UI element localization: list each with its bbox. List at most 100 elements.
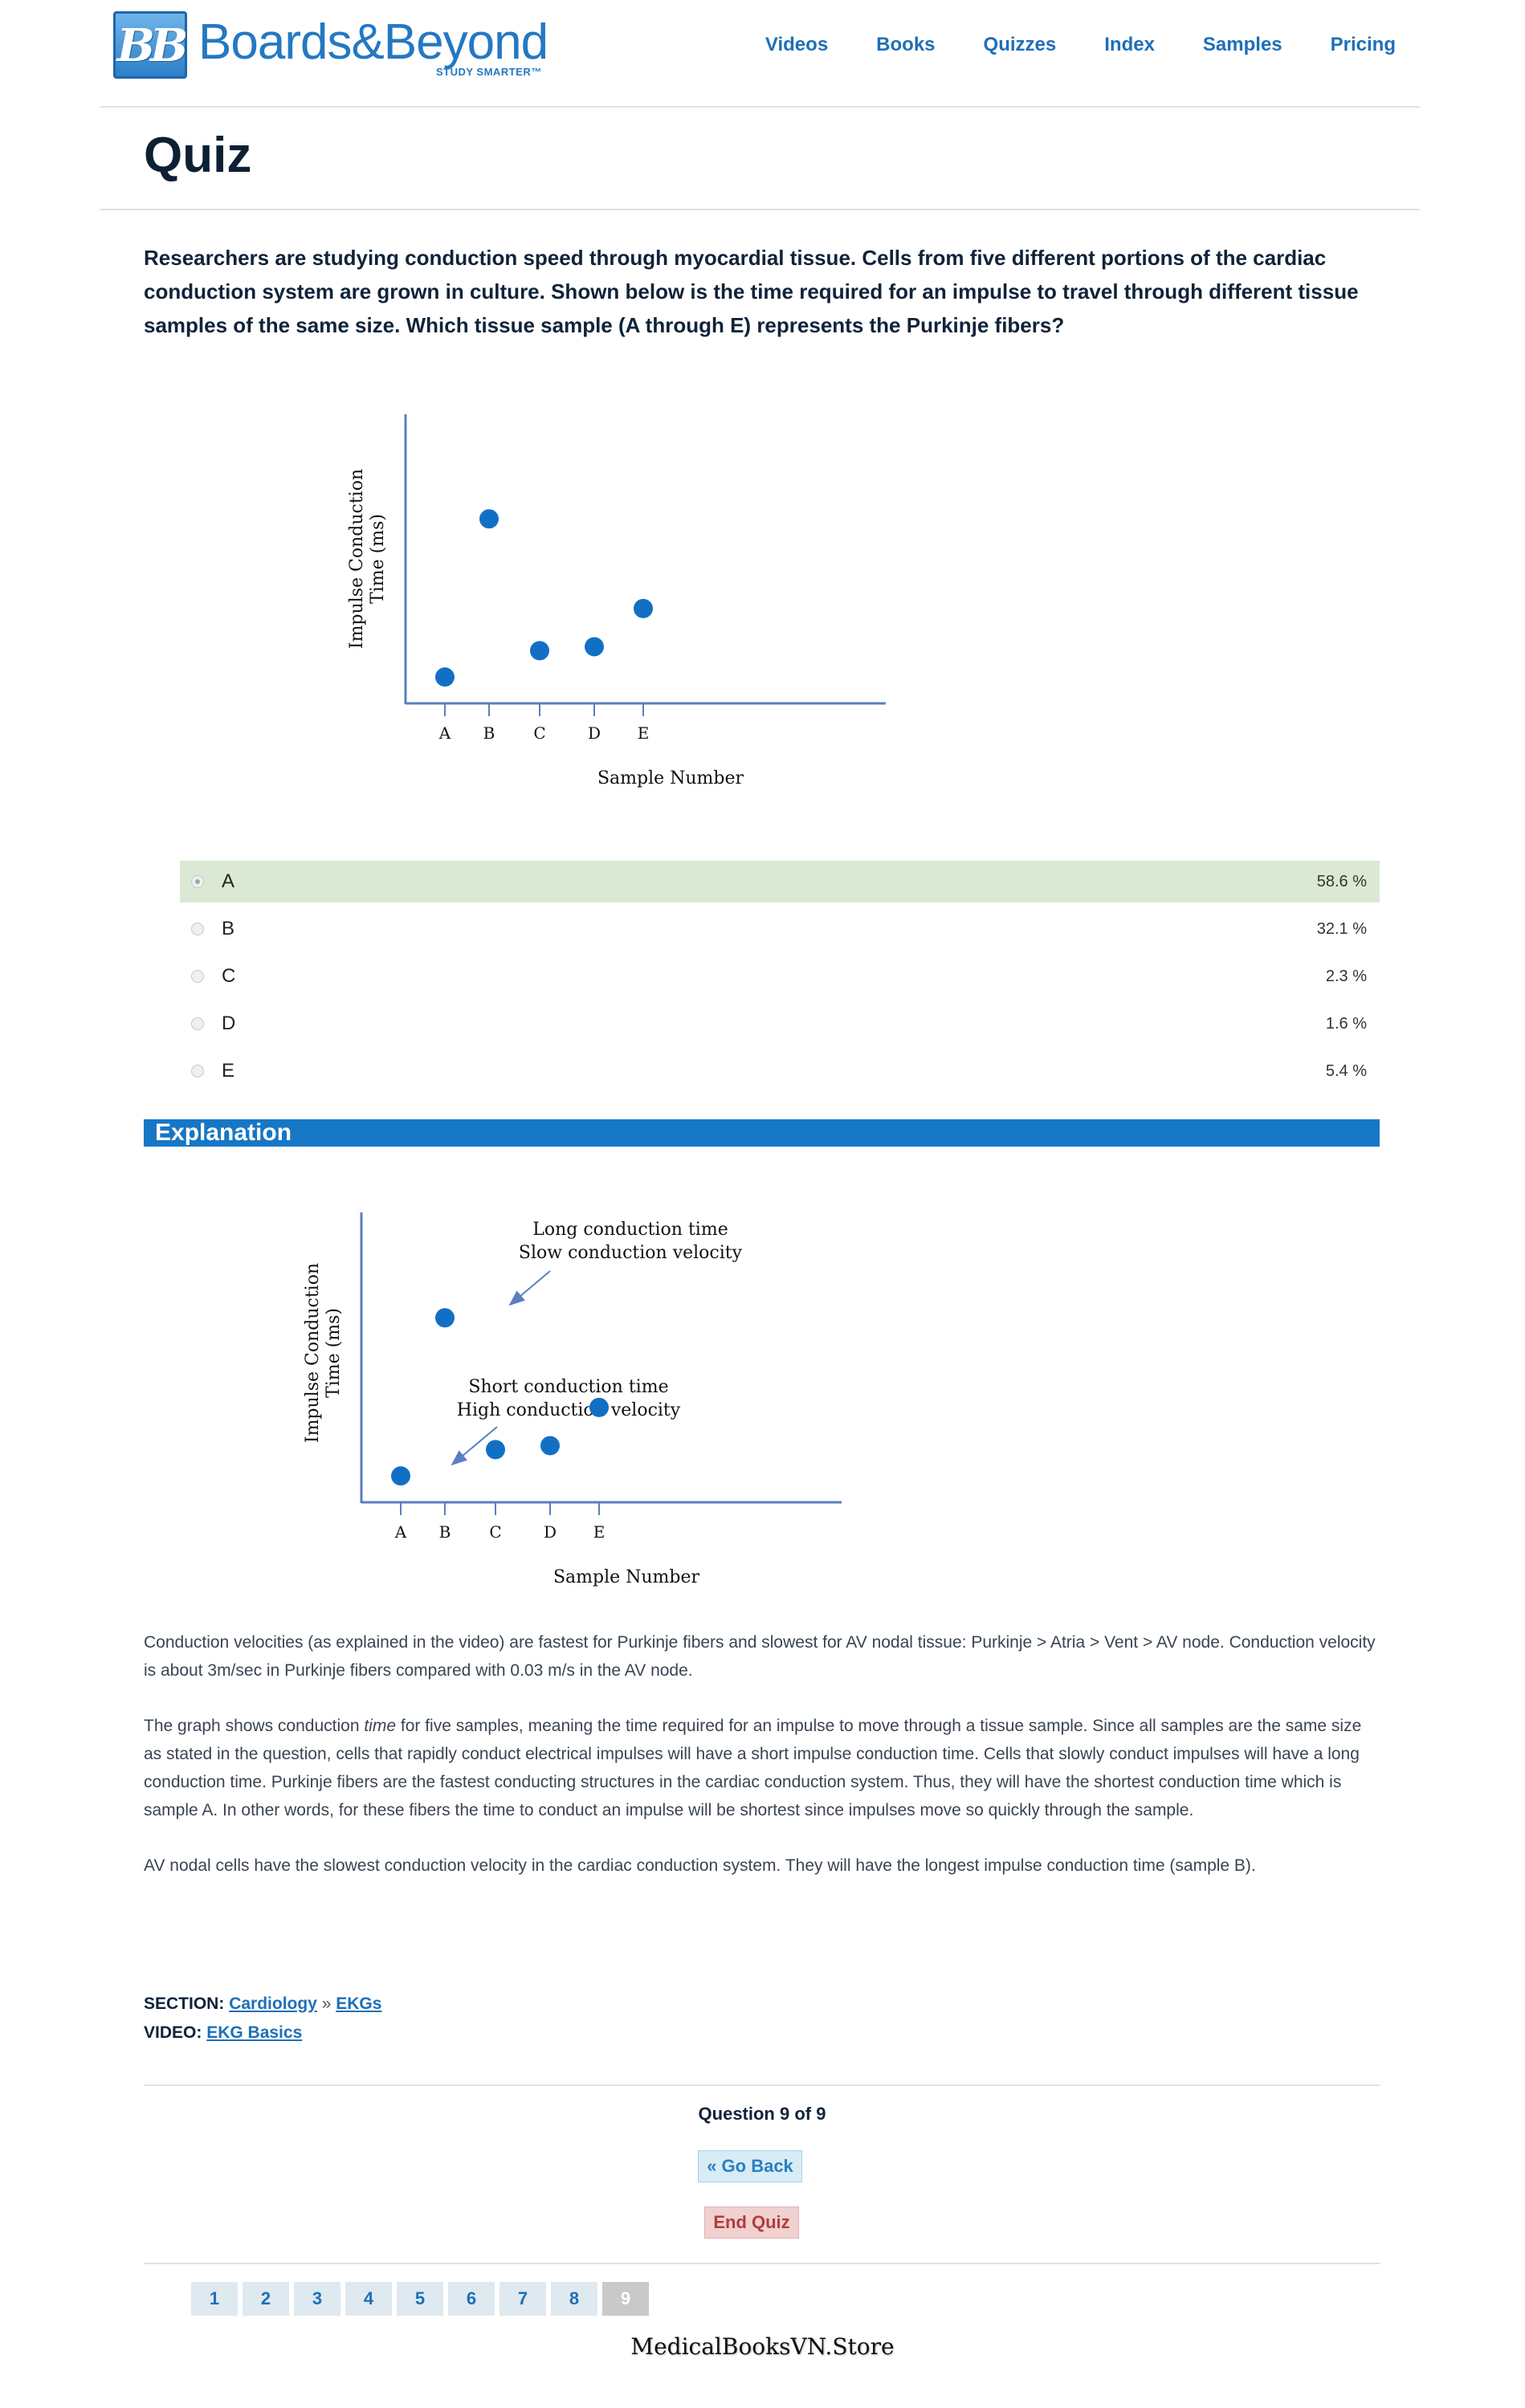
x-tick-label-b: B <box>483 723 495 743</box>
explanation-paragraph-2: The graph shows conduction time for five… <box>144 1717 1362 1819</box>
x-tick-label-a: A <box>438 723 451 743</box>
nav-index[interactable]: Index <box>1104 34 1155 55</box>
section-link-ekgs[interactable]: EKGs <box>336 1994 382 2013</box>
data-point-d <box>585 637 604 657</box>
video-label: VIDEO: <box>144 2023 202 2042</box>
answer-label: D <box>222 1013 236 1034</box>
data-point-e <box>634 598 653 618</box>
answer-option-c[interactable]: C 2.3 % <box>180 955 1380 997</box>
page-button-9-current[interactable]: 9 <box>602 2282 649 2316</box>
nav-quizzes[interactable]: Quizzes <box>983 34 1057 55</box>
question-counter: Question 9 of 9 <box>698 2104 826 2124</box>
explanation-paragraph-3: AV nodal cells have the slowest conducti… <box>144 1856 1256 1875</box>
annotation-short-arrow <box>451 1426 498 1466</box>
radio-button[interactable] <box>191 923 204 935</box>
explanation-chart: Impulse Conduction Time (ms) Sample Numb… <box>293 1200 903 1602</box>
nav-videos[interactable]: Videos <box>765 34 829 55</box>
answer-label: A <box>222 870 235 892</box>
page-button-4[interactable]: 4 <box>345 2282 392 2316</box>
explanation-chart-svg: Impulse Conduction Time (ms) Sample Numb… <box>303 1212 842 1587</box>
page-button-6[interactable]: 6 <box>448 2282 495 2316</box>
question-chart-svg: Impulse Conduction Time (ms) Sample Numb… <box>347 414 886 788</box>
site-logo[interactable]: BB Boards&Beyond STUDY SMARTER™ <box>113 11 548 84</box>
data-point-b <box>479 509 499 529</box>
x-axis-label: Sample Number <box>553 1567 700 1587</box>
x-tick-label-e: E <box>593 1522 606 1542</box>
data-point-d <box>540 1436 560 1456</box>
page-button-5[interactable]: 5 <box>397 2282 443 2316</box>
answer-option-a[interactable]: A 58.6 % <box>180 861 1380 902</box>
video-link-ekg-basics[interactable]: EKG Basics <box>206 2023 303 2042</box>
page-title: Quiz <box>144 128 252 183</box>
x-tick-label-c: C <box>489 1522 501 1542</box>
x-tick-label-d: D <box>544 1522 557 1542</box>
end-quiz-button[interactable]: End Quiz <box>704 2206 799 2239</box>
y-axis-label-line1: Impulse Conduction <box>303 1263 323 1443</box>
main-nav: Videos Books Quizzes Index Samples Prici… <box>765 34 1396 56</box>
answer-percent: 32.1 % <box>1316 919 1367 938</box>
y-axis-label-line2: Time (ms) <box>368 514 388 604</box>
answer-option-e[interactable]: E 5.4 % <box>180 1050 1380 1092</box>
video-line: VIDEO: EKG Basics <box>144 2019 381 2047</box>
section-line: SECTION: Cardiology » EKGs <box>144 1990 381 2019</box>
x-tick-label-b: B <box>439 1522 451 1542</box>
answer-percent: 5.4 % <box>1325 1061 1367 1080</box>
answer-label: B <box>222 918 235 939</box>
data-point-b <box>435 1308 455 1328</box>
logo-mark-icon: BB <box>113 11 188 79</box>
data-point-e <box>589 1397 609 1417</box>
title-bar: Quiz <box>100 109 1420 210</box>
x-tick-label-c: C <box>533 723 545 743</box>
x-tick-label-e: E <box>638 723 650 743</box>
watermark: MedicalBooksVN.Store <box>630 2333 895 2360</box>
x-axis-label: Sample Number <box>597 768 744 788</box>
radio-button[interactable] <box>191 970 204 983</box>
logo-tagline: STUDY SMARTER™ <box>436 66 542 78</box>
breadcrumb-separator: » <box>321 1994 332 2013</box>
explanation-paragraph-1: Conduction velocities (as explained in t… <box>144 1633 1376 1680</box>
page-button-7[interactable]: 7 <box>499 2282 546 2316</box>
section-label: SECTION: <box>144 1994 225 2013</box>
data-point-a <box>435 667 455 687</box>
y-axis-label-line1: Impulse Conduction <box>347 469 367 649</box>
answer-percent: 2.3 % <box>1325 967 1367 985</box>
radio-button[interactable] <box>191 1017 204 1030</box>
annotation-long-line2: Slow conduction velocity <box>519 1243 743 1263</box>
radio-button[interactable] <box>191 1065 204 1078</box>
page-button-2[interactable]: 2 <box>243 2282 289 2316</box>
explanation-heading: Explanation <box>155 1119 292 1146</box>
question-pagination: 1 2 3 4 5 6 7 8 9 <box>191 2282 649 2316</box>
annotation-long-arrow <box>508 1270 551 1306</box>
y-axis-label-line2: Time (ms) <box>324 1308 344 1398</box>
data-point-a <box>391 1466 410 1486</box>
page-button-3[interactable]: 3 <box>294 2282 340 2316</box>
x-tick-label-a: A <box>394 1522 407 1542</box>
go-back-button[interactable]: « Go Back <box>698 2150 802 2182</box>
answer-label: C <box>222 965 236 987</box>
page-button-8[interactable]: 8 <box>551 2282 597 2316</box>
question-meta: SECTION: Cardiology » EKGs VIDEO: EKG Ba… <box>144 1990 381 2047</box>
logo-text: Boards&Beyond <box>198 14 548 70</box>
nav-pricing[interactable]: Pricing <box>1330 34 1396 55</box>
explanation-text: Conduction velocities (as explained in t… <box>144 1628 1380 1907</box>
answer-option-d[interactable]: D 1.6 % <box>180 1003 1380 1045</box>
page-button-1[interactable]: 1 <box>191 2282 238 2316</box>
section-link-cardiology[interactable]: Cardiology <box>229 1994 317 2013</box>
data-point-c <box>530 641 549 661</box>
answer-option-b[interactable]: B 32.1 % <box>180 908 1380 950</box>
nav-books[interactable]: Books <box>876 34 936 55</box>
annotation-long-line1: Long conduction time <box>532 1220 728 1240</box>
quiz-footer: Question 9 of 9 « Go Back End Quiz <box>144 2084 1380 2264</box>
explanation-heading-bar: Explanation <box>144 1119 1380 1147</box>
annotation-short-line1: Short conduction time <box>468 1377 668 1397</box>
answer-label: E <box>222 1060 235 1082</box>
question-chart: Impulse Conduction Time (ms) Sample Numb… <box>337 401 915 803</box>
nav-samples[interactable]: Samples <box>1202 34 1282 55</box>
annotation-short-line2: High conduction velocity <box>457 1400 681 1420</box>
answer-percent: 58.6 % <box>1316 872 1367 890</box>
question-text: Researchers are studying conduction spee… <box>144 246 1359 337</box>
answer-list: A 58.6 % B 32.1 % C 2.3 % D 1.6 % E 5.4 … <box>180 861 1380 1098</box>
answer-percent: 1.6 % <box>1325 1014 1367 1033</box>
radio-button[interactable] <box>191 875 204 888</box>
site-header: BB Boards&Beyond STUDY SMARTER™ Videos B… <box>100 0 1420 108</box>
